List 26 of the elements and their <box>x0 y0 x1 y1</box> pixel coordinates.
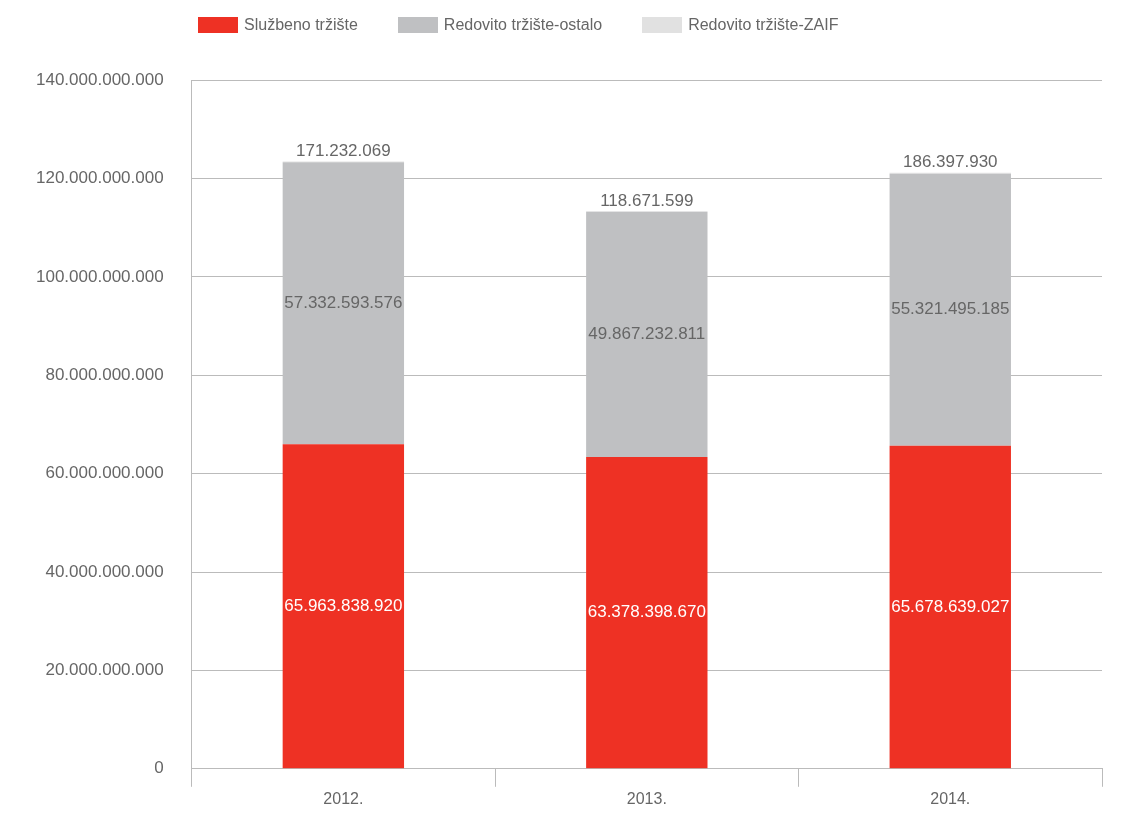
bar <box>586 457 708 769</box>
y-tick-label: 120.000.000.000 <box>36 168 164 188</box>
x-tick-label: 2012. <box>323 789 364 807</box>
legend-label: Službeno tržište <box>244 16 358 34</box>
data-label: 118.671.599 <box>600 190 694 210</box>
y-tick-label: 60.000.000.000 <box>45 463 164 483</box>
data-label: 171.232.069 <box>296 141 391 161</box>
x-tick-label: 2014. <box>930 789 971 807</box>
data-label: 55.321.495.185 <box>891 299 1010 319</box>
y-tick-label: 0 <box>154 758 164 778</box>
y-tick-label: 140.000.000.000 <box>36 69 164 89</box>
y-tick-label: 100.000.000.000 <box>36 266 164 286</box>
y-tick-label: 40.000.000.000 <box>45 561 164 581</box>
data-label: 57.332.593.576 <box>284 293 403 313</box>
legend-label: Redovito tržište-ZAIF <box>688 16 839 34</box>
data-label: 65.678.639.027 <box>891 596 1010 616</box>
data-label: 63.378.398.670 <box>587 602 706 622</box>
x-tick-label: 2013. <box>626 789 667 807</box>
data-label: 65.963.838.920 <box>284 596 403 616</box>
bar <box>282 444 405 769</box>
data-label: 186.397.930 <box>903 152 998 172</box>
legend-label: Redovito tržište-ostalo <box>443 16 603 34</box>
bar <box>889 445 1011 769</box>
y-tick-label: 20.000.000.000 <box>45 660 164 680</box>
data-label: 49.867.232.811 <box>588 324 706 344</box>
y-tick-label: 80.000.000.000 <box>45 365 164 384</box>
